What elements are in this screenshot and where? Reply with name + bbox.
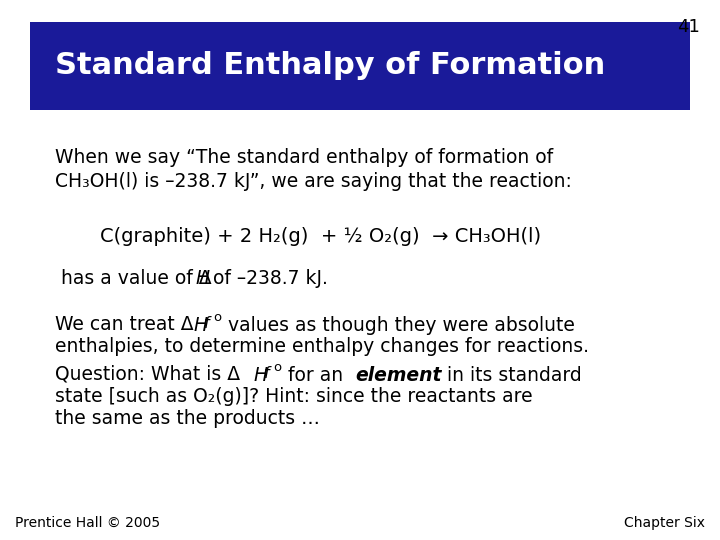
Text: Prentice Hall © 2005: Prentice Hall © 2005 bbox=[15, 516, 160, 530]
Text: in its standard: in its standard bbox=[441, 366, 582, 385]
Text: o: o bbox=[273, 361, 281, 374]
Text: When we say “The standard enthalpy of formation of: When we say “The standard enthalpy of fo… bbox=[55, 148, 553, 167]
Text: state [such as O₂(g)]? Hint: since the reactants are: state [such as O₂(g)]? Hint: since the r… bbox=[55, 387, 533, 406]
Text: the same as the products …: the same as the products … bbox=[55, 409, 320, 428]
Text: for an: for an bbox=[282, 366, 349, 385]
Text: C(graphite) + 2 H₂(g)  + ½ O₂(g)  → CH₃OH(l): C(graphite) + 2 H₂(g) + ½ O₂(g) → CH₃OH(… bbox=[100, 226, 541, 246]
Text: H: H bbox=[193, 316, 207, 335]
Text: o: o bbox=[213, 311, 221, 324]
Text: element: element bbox=[355, 366, 441, 385]
Text: f: f bbox=[264, 366, 269, 381]
Text: H: H bbox=[253, 366, 267, 385]
Text: enthalpies, to determine enthalpy changes for reactions.: enthalpies, to determine enthalpy change… bbox=[55, 337, 589, 356]
Text: f: f bbox=[204, 316, 210, 331]
Text: Question: What is Δ: Question: What is Δ bbox=[55, 365, 240, 384]
Text: Chapter Six: Chapter Six bbox=[624, 516, 705, 530]
Text: We can treat Δ: We can treat Δ bbox=[55, 315, 194, 334]
Text: values as though they were absolute: values as though they were absolute bbox=[222, 316, 575, 335]
Text: H: H bbox=[196, 268, 210, 287]
Text: 41: 41 bbox=[677, 18, 700, 36]
FancyBboxPatch shape bbox=[30, 22, 690, 110]
Text: has a value of Δ: has a value of Δ bbox=[55, 268, 212, 287]
Text: Standard Enthalpy of Formation: Standard Enthalpy of Formation bbox=[55, 51, 606, 80]
Text: of –238.7 kJ.: of –238.7 kJ. bbox=[207, 268, 328, 287]
Text: CH₃OH(l) is –238.7 kJ”, we are saying that the reaction:: CH₃OH(l) is –238.7 kJ”, we are saying th… bbox=[55, 172, 572, 191]
